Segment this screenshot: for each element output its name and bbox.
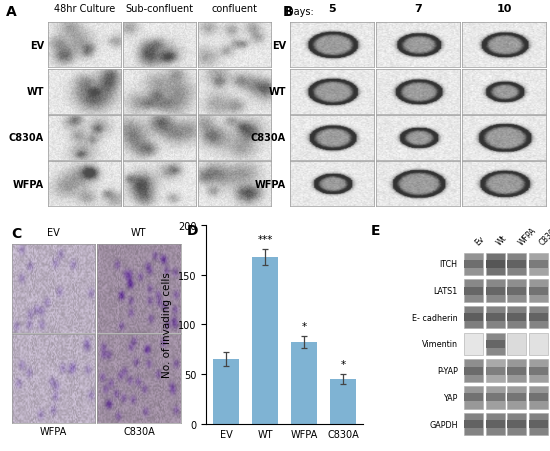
Bar bbox=[486, 260, 504, 268]
Bar bbox=[529, 387, 548, 409]
Bar bbox=[486, 387, 504, 409]
Y-axis label: No. of invading cells: No. of invading cells bbox=[162, 272, 173, 377]
Text: C830A: C830A bbox=[538, 223, 550, 247]
Bar bbox=[486, 413, 504, 435]
Text: P-YAP: P-YAP bbox=[437, 366, 458, 375]
Text: 7: 7 bbox=[414, 4, 422, 14]
Bar bbox=[486, 359, 504, 382]
Text: WFPA: WFPA bbox=[516, 226, 538, 247]
Bar bbox=[486, 287, 504, 295]
Text: *: * bbox=[340, 359, 346, 369]
Text: GAPDH: GAPDH bbox=[429, 420, 458, 428]
Text: WT: WT bbox=[26, 87, 44, 97]
Bar bbox=[507, 333, 526, 355]
Text: Vimentin: Vimentin bbox=[422, 340, 458, 349]
Bar bbox=[529, 420, 548, 428]
Bar bbox=[529, 359, 548, 382]
Bar bbox=[486, 306, 504, 329]
Bar bbox=[507, 313, 526, 322]
Bar bbox=[292, 343, 317, 424]
Bar bbox=[486, 367, 504, 375]
Bar bbox=[507, 367, 526, 375]
Text: Sub-confluent: Sub-confluent bbox=[125, 4, 194, 14]
Text: E- cadherin: E- cadherin bbox=[412, 313, 458, 322]
Bar bbox=[507, 280, 526, 302]
Bar bbox=[464, 260, 483, 268]
Bar bbox=[529, 280, 548, 302]
Text: EV: EV bbox=[272, 41, 286, 51]
Bar bbox=[464, 280, 483, 302]
Text: C: C bbox=[11, 226, 21, 240]
Bar bbox=[507, 306, 526, 329]
Text: 48hr Culture: 48hr Culture bbox=[54, 4, 115, 14]
Text: B: B bbox=[283, 5, 294, 18]
Bar bbox=[464, 359, 483, 382]
Bar bbox=[486, 280, 504, 302]
Bar bbox=[507, 394, 526, 401]
Bar bbox=[464, 306, 483, 329]
Text: ITCH: ITCH bbox=[439, 260, 458, 269]
Bar bbox=[486, 394, 504, 401]
Bar bbox=[507, 260, 526, 268]
Bar bbox=[529, 394, 548, 401]
Bar bbox=[507, 287, 526, 295]
Text: YAP: YAP bbox=[443, 393, 458, 402]
Text: LATS1: LATS1 bbox=[433, 286, 458, 295]
Bar bbox=[507, 387, 526, 409]
Bar bbox=[529, 260, 548, 268]
Text: WFPA: WFPA bbox=[13, 179, 44, 189]
Bar bbox=[507, 420, 526, 428]
Text: 5: 5 bbox=[328, 4, 336, 14]
Bar bbox=[529, 413, 548, 435]
Bar bbox=[507, 359, 526, 382]
Bar bbox=[486, 253, 504, 276]
Text: Wt: Wt bbox=[495, 233, 509, 247]
Text: WFPA: WFPA bbox=[40, 426, 67, 436]
Bar bbox=[529, 333, 548, 355]
Text: Ev: Ev bbox=[474, 234, 487, 247]
Bar bbox=[464, 313, 483, 322]
Bar bbox=[464, 420, 483, 428]
Bar bbox=[529, 253, 548, 276]
Bar bbox=[486, 313, 504, 322]
Bar bbox=[529, 367, 548, 375]
Text: A: A bbox=[6, 5, 16, 18]
Bar bbox=[252, 257, 278, 424]
Text: confluent: confluent bbox=[212, 4, 257, 14]
Bar bbox=[464, 253, 483, 276]
Bar bbox=[529, 313, 548, 322]
Text: C830A: C830A bbox=[123, 426, 155, 436]
Bar bbox=[507, 413, 526, 435]
Bar bbox=[464, 367, 483, 375]
Text: E: E bbox=[371, 223, 381, 237]
Bar bbox=[464, 333, 483, 355]
Text: ***: *** bbox=[257, 235, 273, 244]
Text: 10: 10 bbox=[497, 4, 512, 14]
Text: EV: EV bbox=[47, 228, 60, 238]
Text: D: D bbox=[187, 223, 199, 237]
Bar bbox=[331, 379, 356, 424]
Bar bbox=[464, 413, 483, 435]
Text: C830A: C830A bbox=[9, 133, 44, 143]
Bar bbox=[464, 387, 483, 409]
Text: Days:: Days: bbox=[286, 7, 313, 17]
Bar bbox=[213, 359, 239, 424]
Text: EV: EV bbox=[30, 41, 44, 51]
Text: WFPA: WFPA bbox=[255, 179, 286, 189]
Text: WT: WT bbox=[131, 228, 147, 238]
Bar bbox=[486, 333, 504, 355]
Bar bbox=[529, 287, 548, 295]
Bar bbox=[529, 306, 548, 329]
Bar bbox=[486, 340, 504, 348]
Text: WT: WT bbox=[268, 87, 286, 97]
Bar bbox=[486, 420, 504, 428]
Text: C830A: C830A bbox=[251, 133, 286, 143]
Bar bbox=[464, 394, 483, 401]
Bar bbox=[507, 253, 526, 276]
Text: *: * bbox=[301, 322, 307, 331]
Bar bbox=[464, 287, 483, 295]
